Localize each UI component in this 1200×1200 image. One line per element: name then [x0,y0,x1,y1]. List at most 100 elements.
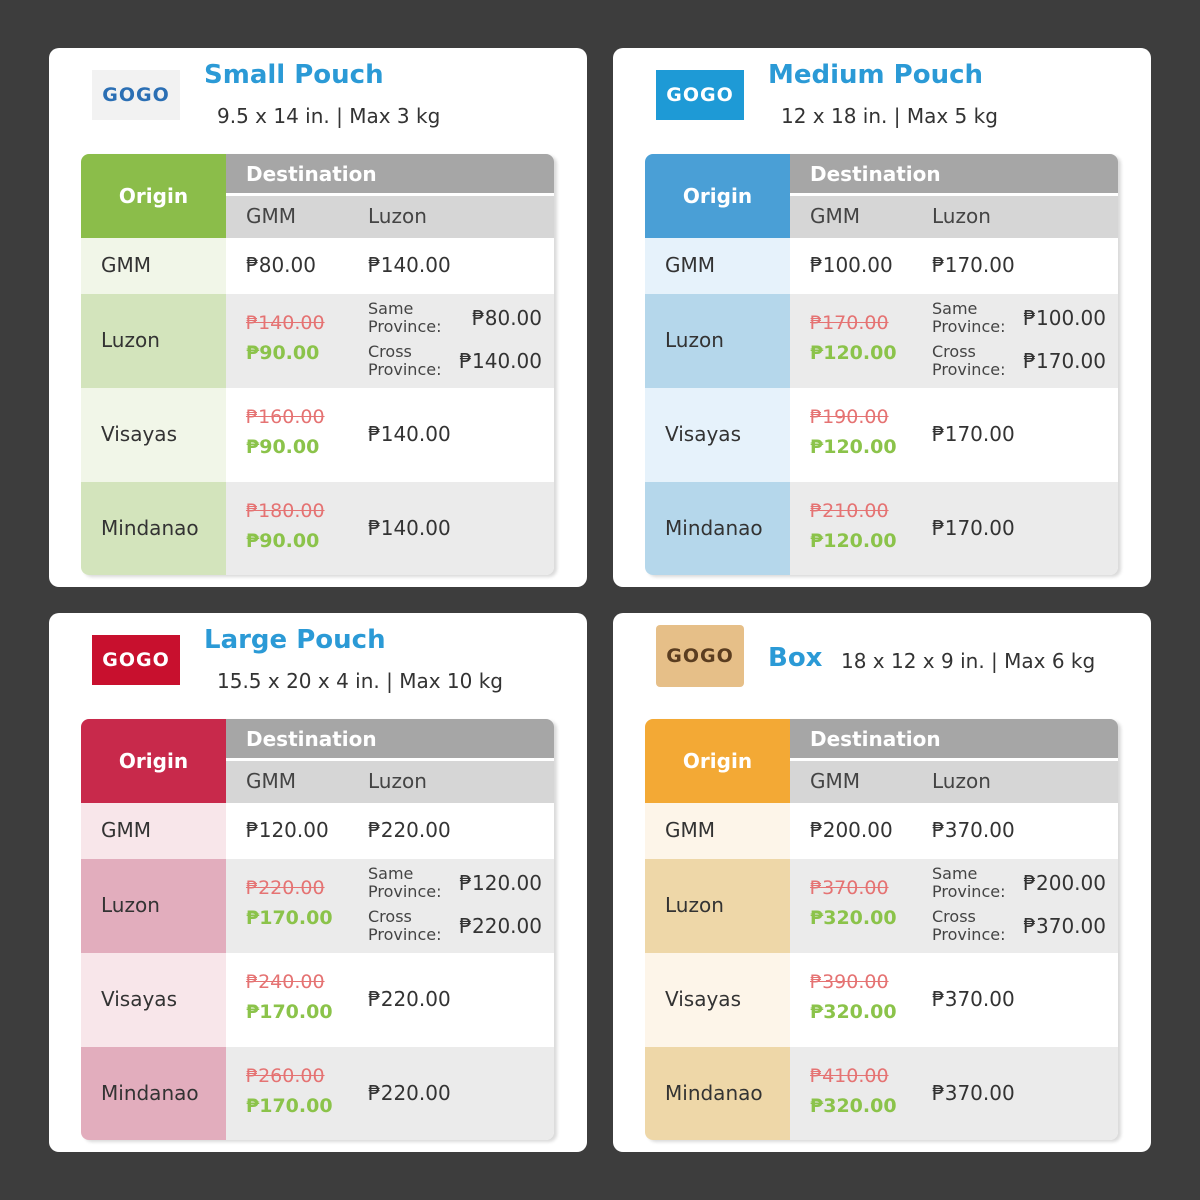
destination-row: ₱240.00 ₱170.00 ₱220.00 [226,953,554,1047]
discounted-price: ₱120.00 [810,436,897,458]
origin-header: Origin [81,719,226,803]
same-province-label: Same Province: [932,299,1006,336]
origin-label: GMM [101,818,152,842]
rate-card: GOGO Large Pouch 15.5 x 20 x 4 in. | Max 1… [49,613,587,1152]
price: ₱170.00 [932,515,1015,540]
card-title: Medium Pouch [768,60,984,90]
same-province-label: Same Province: [368,864,442,901]
rate-table: Origin Destination GMM Luzon GMM ₱100.00 ₱170.… [645,154,1118,575]
column-header: Luzon [932,769,991,793]
rate-table: Origin Destination GMM Luzon GMM ₱120.00 ₱220.… [81,719,554,1140]
origin-label: Mindanao [665,1080,763,1105]
old-price: ₱260.00 [246,1064,325,1087]
discounted-price: ₱320.00 [810,907,897,929]
discounted-price: ₱90.00 [246,342,320,364]
cross-province-price: ₱370.00 [1023,914,1106,938]
price: ₱370.00 [932,1080,1015,1105]
old-price: ₱410.00 [810,1064,889,1087]
origin-cell: GMM [81,803,226,859]
origin-cell: GMM [81,238,226,294]
price: ₱200.00 [810,818,893,842]
destination-row: ₱410.00 ₱320.00 ₱370.00 [790,1047,1118,1140]
destination-row: ₱80.00 ₱140.00 [226,238,554,294]
column-header: Luzon [368,769,427,793]
origin-label: GMM [665,253,716,277]
discounted-price: ₱90.00 [246,529,320,552]
card-title: Large Pouch [204,625,386,655]
discounted-price: ₱170.00 [246,1001,333,1023]
card-title: Box [768,643,823,673]
discounted-price: ₱120.00 [810,529,897,552]
old-price: ₱160.00 [246,406,325,428]
destination-row: ₱180.00 ₱90.00 ₱140.00 [226,482,554,575]
price: ₱140.00 [368,253,451,277]
origin-header: Origin [645,154,790,238]
rate-card: GOGO Small Pouch 9.5 x 14 in. | Max 3 kg Or… [49,48,587,587]
column-header-row: GMM Luzon [790,196,1118,238]
rate-card: GOGO Medium Pouch 12 x 18 in. | Max 5 kg Or… [613,48,1151,587]
cross-province-price: ₱170.00 [1023,349,1106,373]
destination-header-text: Destination [246,727,377,751]
origin-label: GMM [665,818,716,842]
discounted-price: ₱170.00 [246,907,333,929]
cross-province-label: Cross Province: [368,342,442,379]
rate-table: Origin Destination GMM Luzon GMM ₱200.00 ₱370.… [645,719,1118,1140]
discounted-price: ₱170.00 [246,1094,333,1117]
origin-header: Origin [81,154,226,238]
cross-province-label: Cross Province: [932,342,1006,379]
column-header-row: GMM Luzon [226,761,554,803]
destination-row: ₱220.00 ₱170.00 Same Province: ₱120.00 Cross… [226,859,554,953]
old-price: ₱240.00 [246,971,325,993]
origin-cell: Mindanao [645,482,790,575]
price: ₱80.00 [246,253,316,277]
old-price: ₱390.00 [810,971,889,993]
origin-cell: Visayas [81,388,226,482]
destination-row: ₱160.00 ₱90.00 ₱140.00 [226,388,554,482]
destination-row: ₱140.00 ₱90.00 Same Province: ₱80.00 Cross P… [226,294,554,388]
origin-cell: GMM [645,238,790,294]
discounted-price: ₱120.00 [810,342,897,364]
destination-row: ₱260.00 ₱170.00 ₱220.00 [226,1047,554,1140]
origin-label: Luzon [665,893,724,917]
origin-cell: Visayas [81,953,226,1047]
origin-cell: Mindanao [81,482,226,575]
card-specs: 15.5 x 20 x 4 in. | Max 10 kg [217,669,503,693]
discounted-price: ₱90.00 [246,436,320,458]
destination-header-text: Destination [810,162,941,186]
origin-label: Luzon [665,328,724,352]
column-header: Luzon [932,204,991,228]
cross-province-price: ₱220.00 [459,914,542,938]
origin-label: Visayas [101,987,177,1011]
origin-label: Mindanao [101,1080,199,1105]
destination-row: ₱210.00 ₱120.00 ₱170.00 [790,482,1118,575]
destination-header: Destination [226,719,554,761]
rate-table: Origin Destination GMM Luzon GMM ₱80.00 ₱140.0… [81,154,554,575]
price: ₱100.00 [810,253,893,277]
price: ₱120.00 [246,818,329,842]
origin-cell: Visayas [645,953,790,1047]
logo: GOGO [92,70,180,120]
origin-cell: Visayas [645,388,790,482]
same-province-price: ₱120.00 [459,871,542,895]
old-price: ₱140.00 [246,312,325,334]
price: ₱170.00 [932,422,1015,446]
old-price: ₱170.00 [810,312,889,334]
destination-row: ₱370.00 ₱320.00 Same Province: ₱200.00 Cross… [790,859,1118,953]
destination-row: ₱170.00 ₱120.00 Same Province: ₱100.00 Cross… [790,294,1118,388]
destination-header: Destination [790,154,1118,196]
origin-label: Mindanao [665,515,763,540]
price: ₱170.00 [932,253,1015,277]
origin-cell: Luzon [81,294,226,388]
price: ₱220.00 [368,818,451,842]
price: ₱220.00 [368,987,451,1011]
origin-cell: Luzon [645,294,790,388]
old-price: ₱370.00 [810,877,889,899]
origin-label: Visayas [665,987,741,1011]
price: ₱220.00 [368,1080,451,1105]
card-title: Small Pouch [204,60,384,90]
rate-card: GOGO Box 18 x 12 x 9 in. | Max 6 kg Origin D… [613,613,1151,1152]
old-price: ₱180.00 [246,499,325,522]
destination-header-text: Destination [246,162,377,186]
column-header-row: GMM Luzon [226,196,554,238]
origin-cell: GMM [645,803,790,859]
